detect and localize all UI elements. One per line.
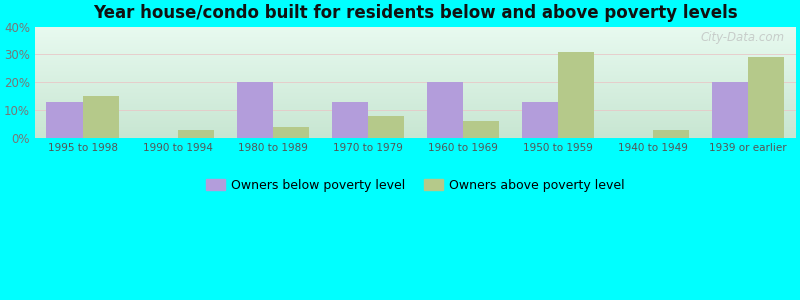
Bar	[427, 82, 463, 138]
Bar	[237, 82, 273, 138]
Bar	[82, 96, 118, 138]
Bar	[332, 102, 368, 138]
Bar	[558, 52, 594, 138]
Bar	[178, 130, 214, 138]
Bar	[463, 122, 499, 138]
Bar	[46, 102, 82, 138]
Bar	[558, 52, 594, 138]
Bar	[237, 82, 273, 138]
Bar	[46, 102, 82, 138]
Bar	[427, 82, 463, 138]
Bar	[463, 122, 499, 138]
Bar	[82, 96, 118, 138]
Bar	[653, 130, 690, 138]
Bar	[273, 127, 309, 138]
Bar	[748, 57, 784, 138]
Bar	[653, 130, 690, 138]
Title: Year house/condo built for residents below and above poverty levels: Year house/condo built for residents bel…	[93, 4, 738, 22]
Bar	[273, 127, 309, 138]
Bar	[748, 57, 784, 138]
Bar	[522, 102, 558, 138]
Legend: Owners below poverty level, Owners above poverty level: Owners below poverty level, Owners above…	[201, 174, 630, 196]
Bar	[712, 82, 748, 138]
Bar	[368, 116, 404, 138]
Bar	[522, 102, 558, 138]
Bar	[332, 102, 368, 138]
Bar	[368, 116, 404, 138]
Bar	[712, 82, 748, 138]
Bar	[178, 130, 214, 138]
Text: City-Data.com: City-Data.com	[700, 31, 784, 44]
